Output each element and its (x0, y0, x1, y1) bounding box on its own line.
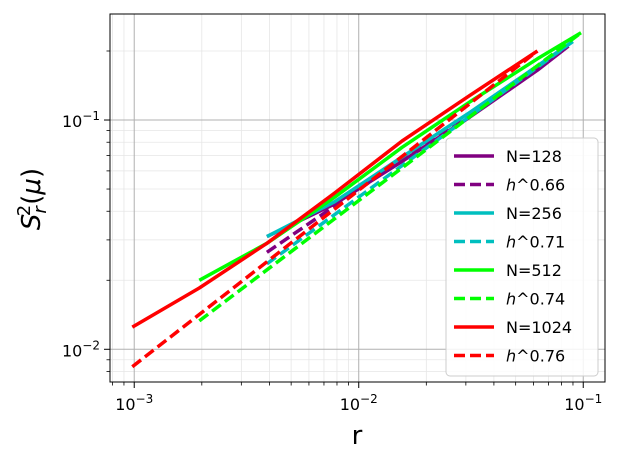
y-tick-label: 10−2 (62, 338, 100, 360)
legend-label: N=128 (506, 147, 562, 166)
legend-label: h^0.74 (506, 290, 565, 309)
x-tick-label: 10−1 (564, 392, 602, 414)
x-tick-label: 10−2 (340, 392, 378, 414)
y-tick-label: 10−1 (62, 109, 100, 131)
series-line (131, 49, 539, 329)
x-tick-label: 10−3 (115, 392, 153, 414)
x-axis-ticks: 10−3 10−2 10−1 (112, 382, 602, 414)
legend-label: N=256 (506, 204, 562, 223)
plot-frame (109, 13, 606, 383)
x-axis-label: r (352, 421, 363, 451)
legend-label: h^0.66 (506, 176, 565, 195)
plot-area (131, 31, 583, 369)
series-line (131, 49, 539, 369)
legend-box (445, 137, 599, 377)
y-axis-label: Sr2(μ) (14, 168, 51, 230)
y-axis-ticks: 10−2 10−1 (62, 50, 110, 372)
legend-label: h^0.71 (506, 233, 565, 252)
legend-label: h^0.76 (506, 347, 565, 366)
legend-label: N=512 (506, 261, 562, 280)
legend: N=128 h^0.66 N=256 h^0.71 N=512 h^0.74 N=1024 h… (445, 137, 599, 377)
legend-label: N=1024 (506, 318, 572, 337)
